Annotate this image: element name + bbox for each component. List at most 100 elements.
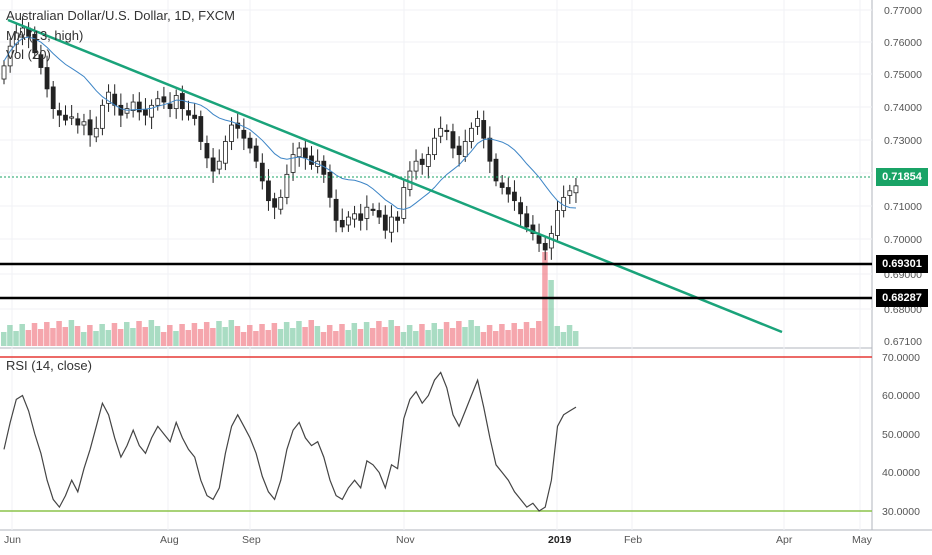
volume-legend[interactable]: Vol (20) <box>6 47 51 63</box>
candle-body <box>284 173 290 198</box>
volume-bar <box>56 321 62 346</box>
candle-body <box>370 208 376 211</box>
rsi-legend[interactable]: RSI (14, close) <box>6 358 92 374</box>
volume-bar <box>74 326 81 346</box>
volume-bar <box>222 327 228 346</box>
candle-body <box>450 131 456 149</box>
time-tick: Feb <box>624 534 642 546</box>
volume-bar <box>296 321 302 346</box>
candle-body <box>198 116 204 142</box>
candle-body <box>216 160 222 170</box>
volume-bar <box>142 327 148 346</box>
time-tick: Sep <box>242 534 261 546</box>
volume-bar <box>308 320 314 346</box>
volume-bar <box>117 329 124 346</box>
time-tick: Aug <box>160 534 179 546</box>
volume-bar <box>449 328 456 346</box>
rsi-tick: 30.0000 <box>882 506 920 518</box>
volume-bar <box>511 323 517 346</box>
candle-body <box>7 45 13 67</box>
candle-body <box>210 157 216 172</box>
candle-body <box>555 210 560 236</box>
price-axis[interactable]: 0.77000 0.76000 0.75000 0.74000 0.73000 … <box>884 5 922 348</box>
volume-bar <box>370 328 376 346</box>
symbol-legend[interactable]: Australian Dollar/U.S. Dollar, 1D, FXCM <box>6 8 235 24</box>
candle-body <box>204 143 210 159</box>
volume-bar <box>400 332 407 346</box>
volume-bar <box>185 330 191 346</box>
volume-bar <box>154 326 161 346</box>
volume-bar <box>210 328 216 346</box>
volume-bar <box>523 322 530 346</box>
volume-bar <box>566 325 573 346</box>
candle-body <box>364 206 370 219</box>
candle-body <box>327 171 333 198</box>
candle-body <box>155 98 161 106</box>
candle-body <box>259 162 265 182</box>
volume-bar <box>320 332 327 346</box>
rsi-tick: 40.0000 <box>882 467 920 479</box>
candle-body <box>50 86 56 110</box>
candle-body <box>75 118 81 126</box>
candle-body <box>438 127 444 137</box>
rsi-axis[interactable]: 70.0000 60.0000 50.0000 40.0000 30.0000 <box>882 352 920 518</box>
volume-bar <box>314 326 321 346</box>
candle-body <box>106 91 111 104</box>
volume-bar <box>339 324 345 346</box>
candle-body <box>432 137 437 156</box>
volume-bar <box>203 322 210 346</box>
volume-bar <box>536 321 542 346</box>
rsi-tick: 70.0000 <box>882 352 920 364</box>
volume-bar <box>1 332 7 346</box>
candle-body <box>401 187 407 219</box>
volume-bar <box>363 322 370 346</box>
volume-bar <box>443 322 450 346</box>
volume-bar <box>406 325 413 346</box>
volume-bar <box>253 331 259 346</box>
candle-body <box>192 114 198 119</box>
volume-bar <box>431 323 437 346</box>
volume-bar <box>265 330 271 346</box>
candle-body <box>389 216 394 233</box>
candle-body <box>444 129 450 133</box>
volume-bar <box>130 328 136 346</box>
candle-body <box>542 242 548 251</box>
candle-body <box>278 196 284 210</box>
candle-body <box>241 129 247 139</box>
candle-body <box>512 191 517 202</box>
volume-bar <box>333 331 339 346</box>
sma-legend[interactable]: MA (13, high) <box>6 28 83 44</box>
time-axis[interactable]: Jun Aug Sep Nov 2019 Feb Apr May <box>4 534 873 546</box>
candle-body <box>302 147 308 159</box>
volume-bar <box>105 330 112 346</box>
volume-bar <box>456 321 462 346</box>
price-tick: 0.77000 <box>884 5 922 17</box>
candle-body <box>130 101 136 111</box>
price-tick: 0.70000 <box>884 234 922 246</box>
candle-body <box>63 114 68 121</box>
volume-bar <box>68 320 75 346</box>
candle-body <box>345 216 351 226</box>
candle-body <box>505 187 511 195</box>
support-price-badge-upper: 0.69301 <box>876 255 928 273</box>
candle-body <box>173 95 179 110</box>
volume-bar <box>302 327 308 346</box>
candle-body <box>1 65 7 80</box>
candle-body <box>272 198 278 208</box>
volume-bar <box>499 324 505 346</box>
time-tick: Apr <box>776 534 793 546</box>
candle-body <box>222 141 228 164</box>
candle-body <box>186 110 191 116</box>
volume-bar <box>173 331 179 346</box>
price-tick: 0.75000 <box>884 69 922 81</box>
volume-bar <box>62 327 68 346</box>
downtrend-line[interactable] <box>7 18 783 334</box>
candle-body <box>352 213 357 220</box>
candle-body <box>456 145 462 156</box>
volume-bar <box>529 328 536 346</box>
rsi-line <box>3 371 577 512</box>
candle-body <box>93 127 99 138</box>
volume-bar <box>554 326 560 346</box>
